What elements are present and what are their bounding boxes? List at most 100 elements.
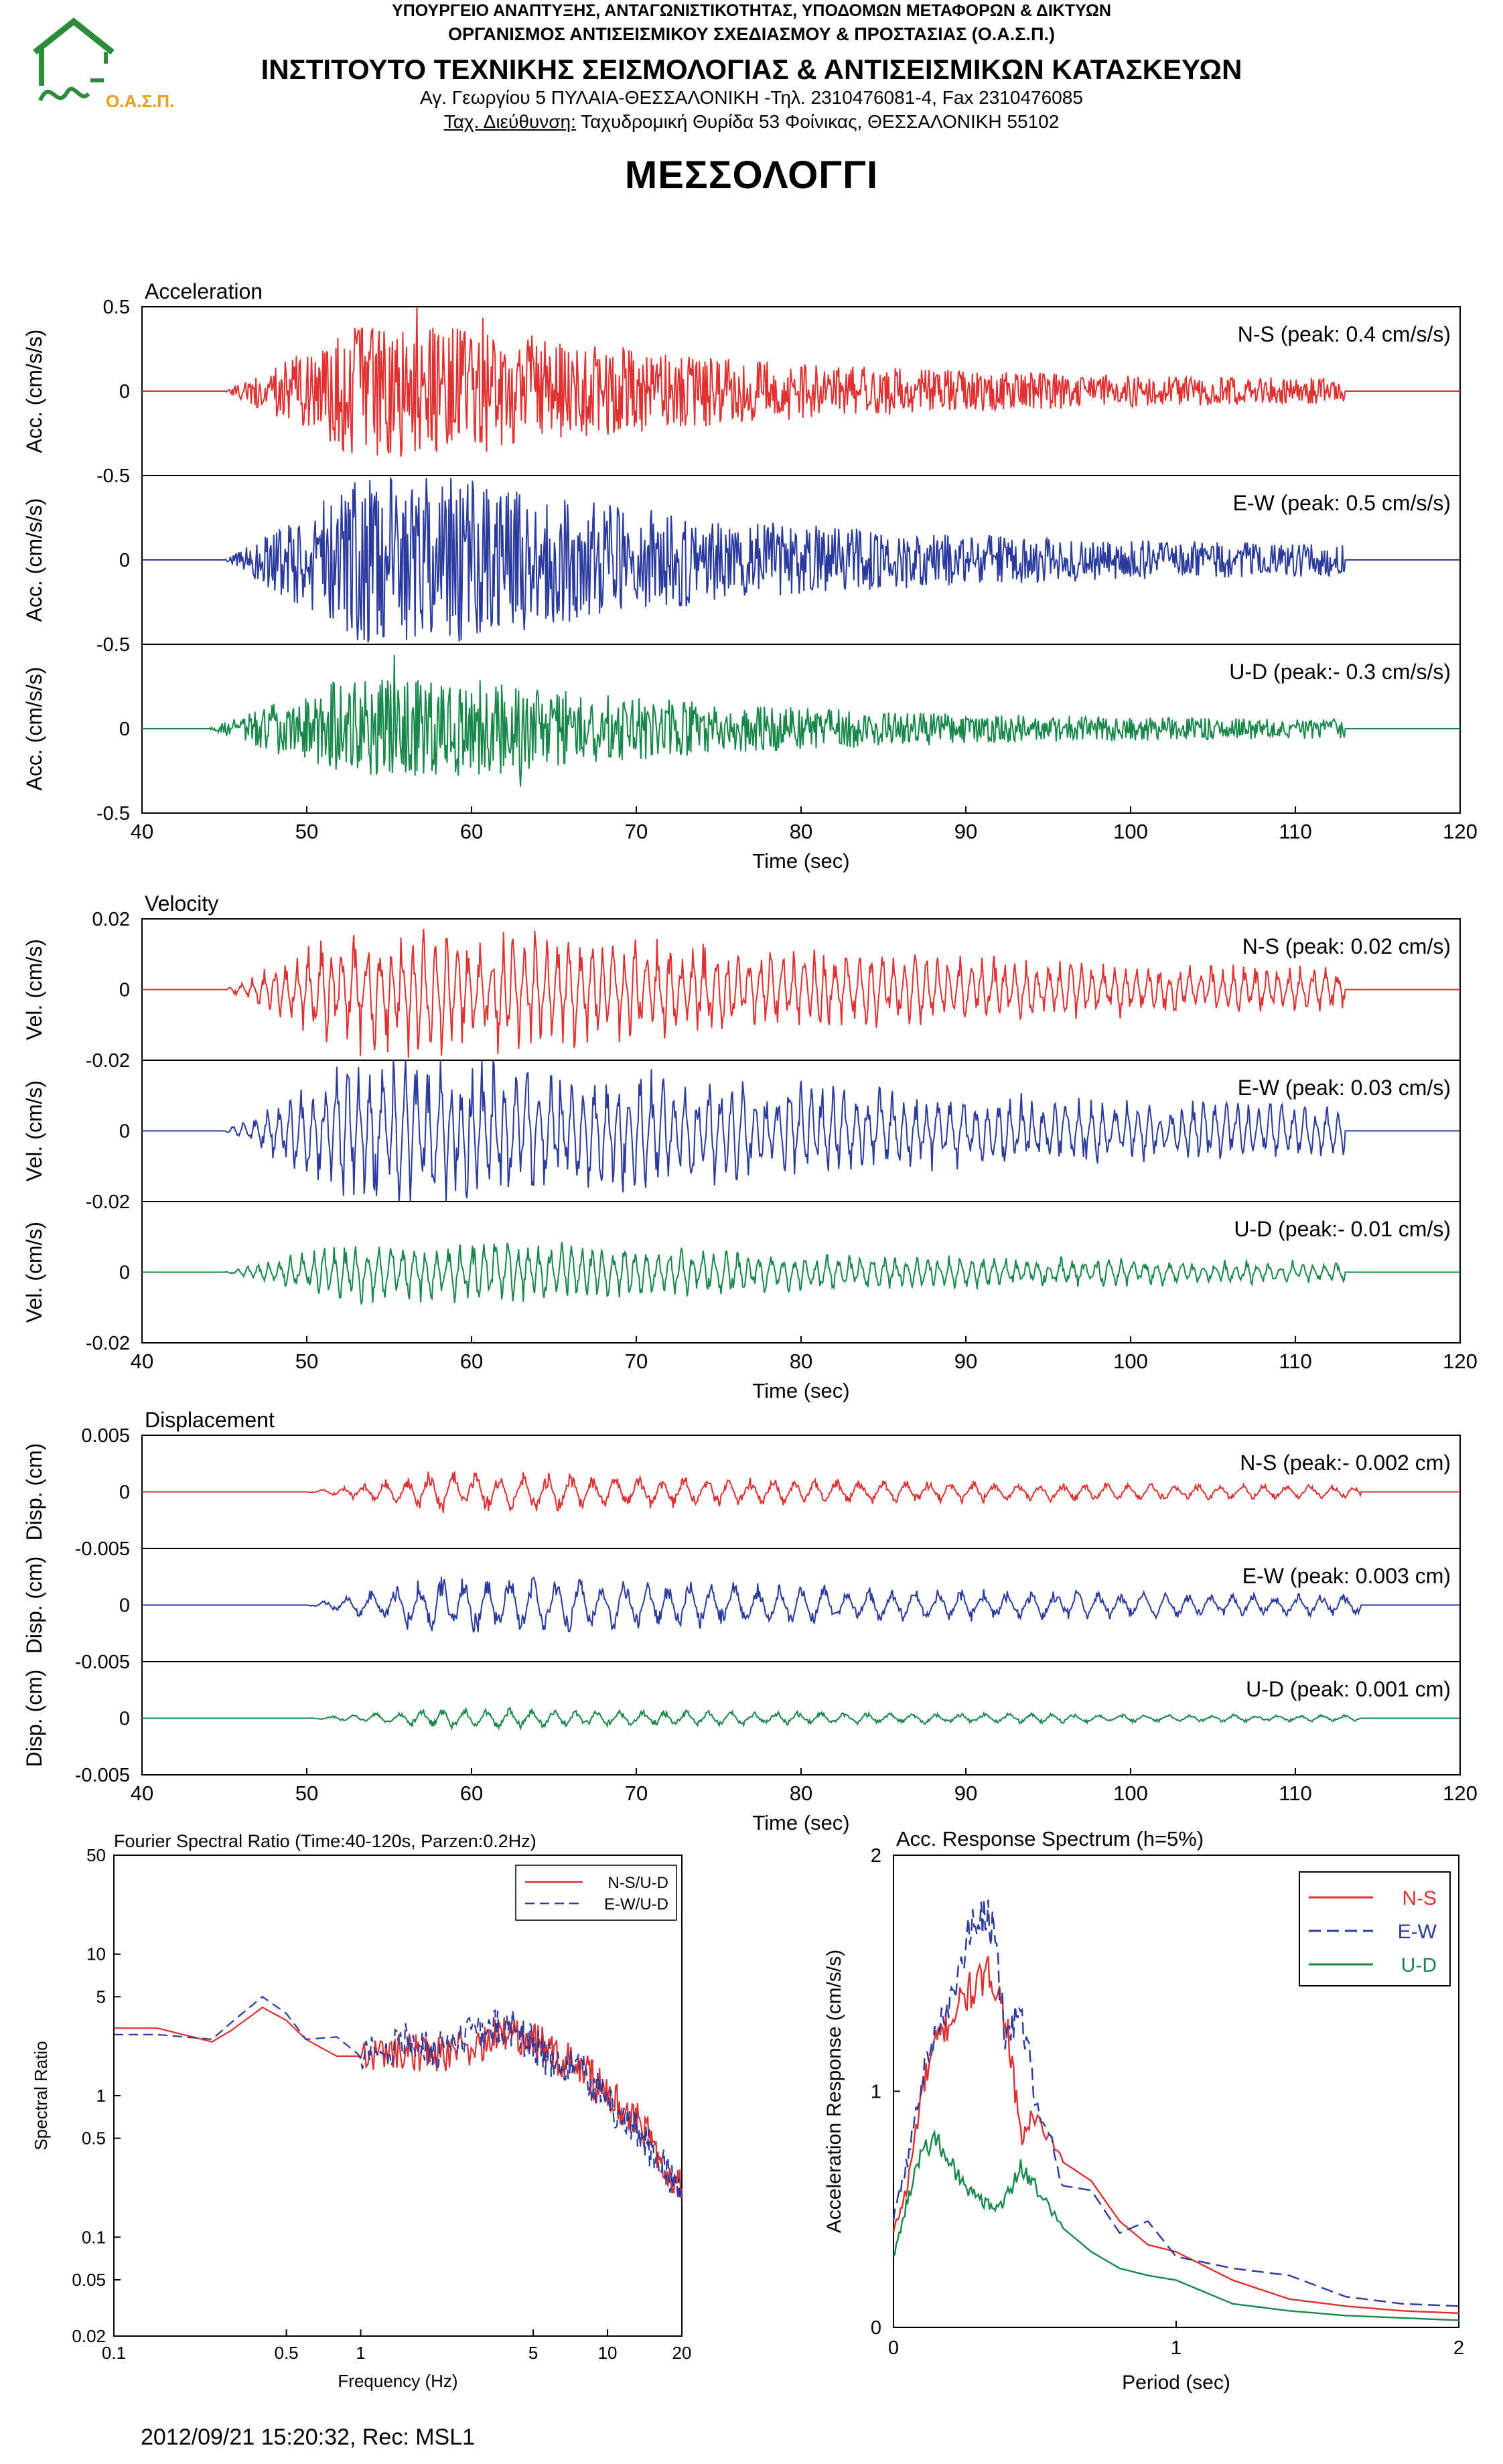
y-tick-label: 0.05 <box>72 2270 106 2290</box>
y-tick-label: -0.005 <box>75 1538 130 1560</box>
panel-u-d: 0 -0.005 Disp. (cm) U-D (peak: 0.001 cm) <box>22 1661 1461 1786</box>
organization-line: ΟΡΓΑΝΙΣΜΟΣ ΑΝΤΙΣΕΙΣΜΙΚΟΥ ΣΧΕΔΙΑΣΜΟΥ & ΠΡ… <box>448 24 1055 44</box>
x-tick-label: 70 <box>625 820 648 843</box>
y-tick-label: 0 <box>119 1709 130 1730</box>
panel-n-s: 0.5 0 -0.5 Acc. (cm/s/s) N-S (peak: 0.4 cm/s… <box>22 297 1461 487</box>
legend-label: E-W <box>1398 1921 1437 1943</box>
panel-n-s: 0.005 0 -0.005 Disp. (cm) N-S (peak:- 0.002 … <box>22 1425 1461 1560</box>
y-tick-label: 0.1 <box>82 2227 106 2247</box>
y-axis-label: Acceleration Response (cm/s/s) <box>823 1950 845 2234</box>
x-tick-label: 70 <box>625 1782 648 1805</box>
panel-e-w: 0 -0.02 Vel. (cm/s) E-W (peak: 0.03 cm/s) <box>22 1060 1461 1213</box>
component-peak-label: U-D (peak: 0.001 cm) <box>1246 1677 1451 1701</box>
waveform-u-d <box>142 1242 1460 1305</box>
x-axis-label: Frequency (Hz) <box>338 2371 457 2391</box>
component-peak-label: E-W (peak: 0.003 cm) <box>1242 1564 1451 1588</box>
x-tick-label: 110 <box>1279 820 1311 843</box>
y-tick-label: -0.005 <box>75 1652 130 1673</box>
panel-e-w: 0 -0.005 Disp. (cm) E-W (peak: 0.003 cm) <box>22 1548 1461 1673</box>
y-tick-label: 1 <box>96 2086 106 2106</box>
ministry-line: ΥΠΟΥΡΓΕΙΟ ΑΝΑΠΤΥΞΗΣ, ΑΝΤΑΓΩΝΙΣΤΙΚΟΤΗΤΑΣ,… <box>392 1 1111 20</box>
x-tick-label: 60 <box>460 1350 483 1373</box>
x-axis-label: Time (sec) <box>752 1811 849 1834</box>
chart-title: Acceleration <box>145 279 263 303</box>
time-history-chart-velocity: Velocity 0.02 0 -0.02 Vel. (cm/s) N-S (peak: … <box>22 891 1478 1402</box>
x-tick-label: 50 <box>295 820 318 843</box>
x-tick-label: 0.1 <box>102 2343 126 2363</box>
y-tick-label: 0.005 <box>81 1425 130 1447</box>
response-spectrum-chart: Acc. Response Spectrum (h=5%) 0 1 2 2 1 0 Perio… <box>823 1827 1464 2394</box>
waveform-u-d <box>142 654 1460 787</box>
waveform-e-w <box>142 476 1460 643</box>
postal-address: Ταχυδρομική Θυρίδα 53 Φοίνικας, ΘΕΣΣΑΛΟΝ… <box>575 111 1060 132</box>
y-axis-label: Disp. (cm) <box>22 1443 46 1541</box>
postal-line: Ταχ. Διεύθυνση: Ταχυδρομική Θυρίδα 53 Φο… <box>0 111 1503 133</box>
waveform-n-s <box>142 929 1460 1058</box>
x-tick-label: 60 <box>460 820 483 843</box>
x-tick-label: 1 <box>356 2343 365 2363</box>
y-tick-label: 0 <box>119 719 130 740</box>
y-tick-label: 0 <box>871 2317 881 2339</box>
x-tick-label: 0.5 <box>275 2343 299 2363</box>
y-axis-label: Acc. (cm/s/s) <box>22 330 46 453</box>
y-tick-label: 0.5 <box>82 2128 106 2149</box>
x-tick-label: 40 <box>131 820 153 843</box>
x-tick-label: 50 <box>295 1782 318 1805</box>
x-tick-label: 70 <box>625 1350 648 1373</box>
x-tick-label: 110 <box>1279 1782 1311 1805</box>
x-tick-label: 100 <box>1113 1350 1148 1373</box>
y-tick-label: -0.02 <box>86 1191 130 1213</box>
series-e-w-u-d <box>114 1995 683 2199</box>
component-peak-label: U-D (peak:- 0.3 cm/s/s) <box>1229 660 1451 684</box>
waveform-u-d <box>142 1706 1460 1731</box>
x-tick-label: 80 <box>790 1782 812 1805</box>
y-axis-label: Disp. (cm) <box>22 1556 46 1654</box>
address-line: Αγ. Γεωργίου 5 ΠΥΛΑΙΑ-ΘΕΣΣΑΛΟΝΙΚΗ -Τηλ. … <box>420 87 1083 108</box>
component-peak-label: U-D (peak:- 0.01 cm/s) <box>1234 1217 1451 1241</box>
y-tick-label: -0.5 <box>96 634 130 656</box>
panel-e-w: 0 -0.5 Acc. (cm/s/s) E-W (peak: 0.5 cm/s/s) <box>22 475 1461 656</box>
time-history-chart-acceleration: Acceleration 0.5 0 -0.5 Acc. (cm/s/s) N-S (pe… <box>22 279 1478 873</box>
x-tick-label: 20 <box>672 2343 692 2363</box>
y-tick-label: 0 <box>119 1595 130 1617</box>
y-tick-label: 1 <box>871 2082 881 2103</box>
series-e-w <box>892 1899 1459 2307</box>
y-tick-label: 0.02 <box>72 2326 106 2346</box>
x-tick-label: 50 <box>295 1350 318 1373</box>
y-tick-label: 0 <box>119 980 130 1001</box>
legend-label: N-S <box>1402 1887 1437 1909</box>
y-tick-label: 2 <box>871 1845 881 1867</box>
panel-u-d: 0 -0.5 Acc. (cm/s/s) U-D (peak:- 0.3 cm/s/s… <box>22 644 1461 824</box>
x-tick-label: 2 <box>1453 2337 1464 2359</box>
y-tick-label: 0 <box>119 1262 130 1284</box>
y-tick-label: -0.02 <box>86 1050 130 1072</box>
y-axis-label: Spectral Ratio <box>31 2041 51 2150</box>
x-tick-label: 60 <box>460 1782 483 1805</box>
series-n-s <box>892 1956 1459 2314</box>
x-axis-label: Time (sec) <box>752 849 849 873</box>
component-peak-label: N-S (peak: 0.02 cm/s) <box>1242 934 1451 958</box>
chart-title: Acc. Response Spectrum (h=5%) <box>896 1827 1204 1851</box>
y-tick-label: 50 <box>86 1845 106 1865</box>
series-n-s-u-d <box>114 2006 683 2199</box>
panel-u-d: 0 -0.02 Vel. (cm/s) U-D (peak:- 0.01 cm/s) <box>22 1201 1461 1354</box>
y-tick-label: 0 <box>119 381 130 403</box>
y-axis-label: Vel. (cm/s) <box>22 1222 46 1323</box>
x-tick-label: 80 <box>790 1350 812 1373</box>
x-tick-label: 120 <box>1443 820 1478 843</box>
waveform-e-w <box>142 1060 1460 1202</box>
chart-title: Displacement <box>145 1408 275 1432</box>
station-city-title: ΜΕΣΣΟΛΟΓΓΙ <box>624 153 879 197</box>
y-tick-label: 0.02 <box>92 909 130 930</box>
institute-line: ΙΝΣΤΙΤΟΥΤΟ ΤΕΧΝΙΚΗΣ ΣΕΙΣΜΟΛΟΓΙΑΣ & ΑΝΤΙΣ… <box>261 54 1242 85</box>
time-history-chart-displacement: Displacement 0.005 0 -0.005 Disp. (cm) N-S (p… <box>22 1408 1478 1834</box>
x-tick-label: 90 <box>954 1782 977 1805</box>
chart-title: Velocity <box>145 891 218 916</box>
y-tick-label: -0.02 <box>86 1333 130 1354</box>
y-axis-label: Disp. (cm) <box>22 1670 46 1767</box>
legend-box <box>1299 1871 1451 1986</box>
logo-roof <box>33 17 115 55</box>
chart-title: Fourier Spectral Ratio (Time:40-120s, Pa… <box>114 1831 536 1851</box>
y-tick-label: 5 <box>96 1986 106 2007</box>
